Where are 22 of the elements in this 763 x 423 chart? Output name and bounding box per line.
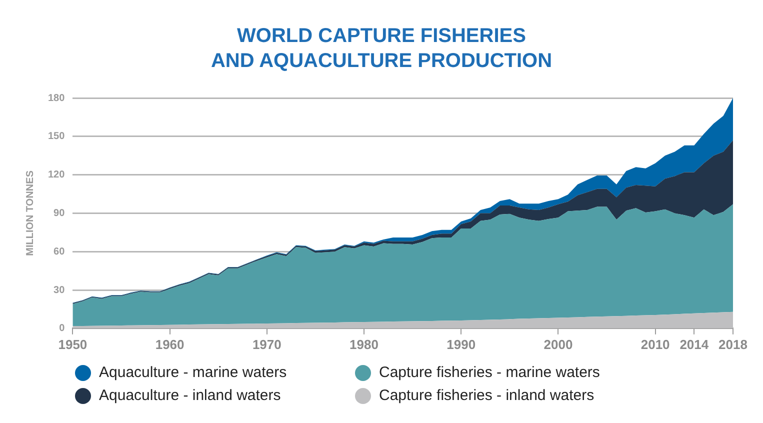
legend-label: Capture fisheries - inland waters [379,387,594,404]
x-tick-label: 1980 [350,336,378,352]
y-tick-label: 180 [48,92,66,104]
y-tick-label: 0 [59,323,66,334]
x-tick-label: 1970 [252,336,282,352]
x-tick-label: 1990 [446,336,476,352]
y-tick-label: 150 [48,131,66,142]
x-tick-label: 2010 [640,336,670,352]
x-tick-label: 1950 [58,336,88,352]
y-tick-label: 90 [54,208,66,219]
x-tick-label: 2014 [680,336,710,352]
legend-label: Capture fisheries - marine waters [379,364,600,381]
legend-label: Aquaculture - inland waters [99,387,281,404]
y-axis-title: MILLION TONNES [24,170,36,256]
chart-title: WORLD CAPTURE FISHERIES AND AQUACULTURE PRODUCTION [210,24,554,74]
x-tick-label: 2000 [544,336,573,352]
x-tick-label: 2018 [718,336,748,352]
y-tick-label: 120 [48,170,66,181]
legend-label: Aquaculture - marine waters [99,364,287,381]
x-tick-label: 1960 [155,336,184,352]
y-tick-label: 30 [54,284,66,296]
y-tick-label: 60 [54,246,66,258]
